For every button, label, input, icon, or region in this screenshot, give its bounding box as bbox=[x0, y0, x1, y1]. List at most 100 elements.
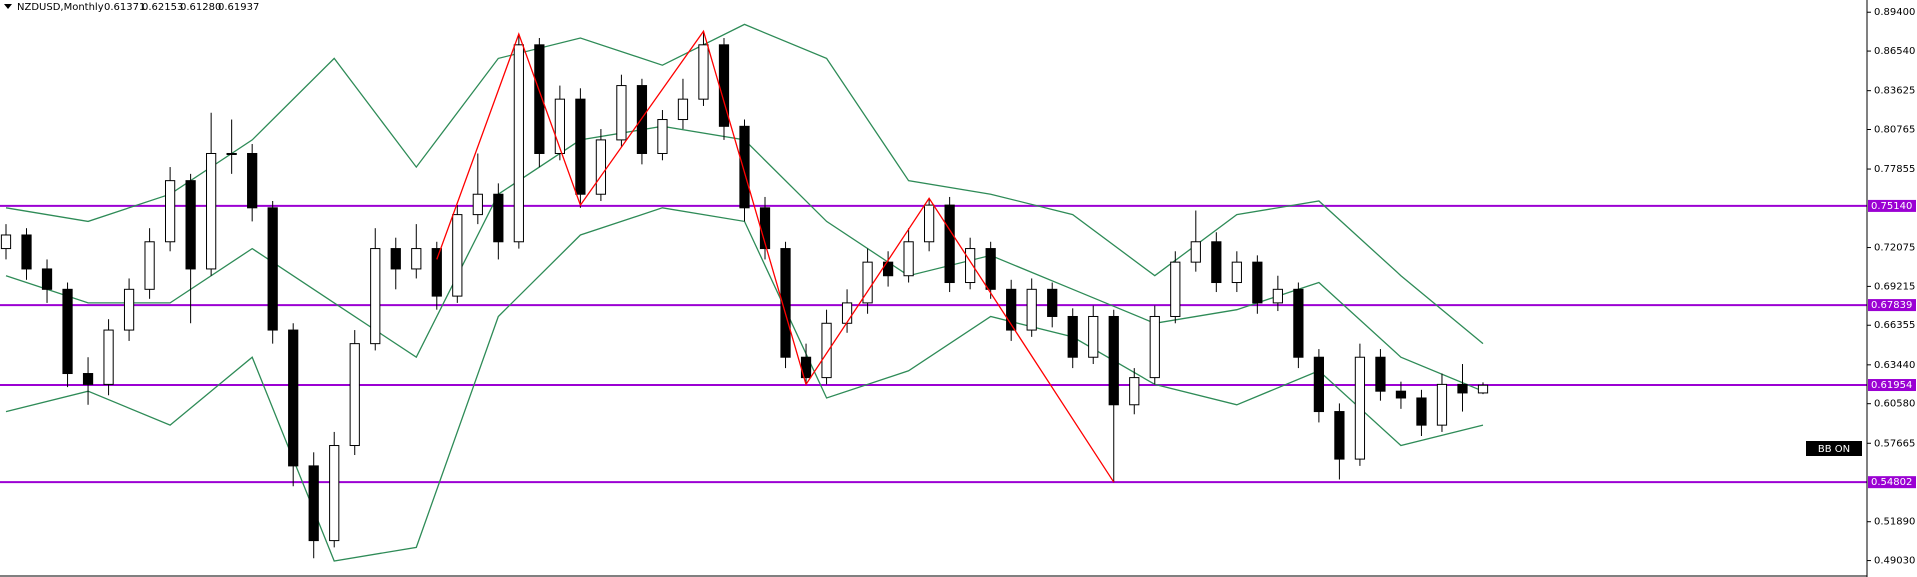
candle-body bbox=[616, 85, 627, 141]
candle-body bbox=[534, 44, 545, 154]
candle-body bbox=[349, 343, 360, 447]
high-label: 0.62153 bbox=[142, 2, 183, 13]
level-label: 0.54802 bbox=[1871, 477, 1912, 488]
candle-body bbox=[1457, 383, 1468, 394]
candle-body bbox=[411, 248, 422, 270]
candle-body bbox=[493, 193, 504, 243]
candle-body bbox=[123, 288, 135, 331]
y-tick-label: 0.49030 bbox=[1874, 556, 1915, 567]
candle-body bbox=[247, 152, 258, 209]
close-label: 0.61937 bbox=[218, 2, 259, 13]
candle-body bbox=[62, 288, 73, 375]
candle-body bbox=[1190, 241, 1201, 263]
candle-body bbox=[513, 44, 524, 243]
candle-body bbox=[1006, 288, 1017, 331]
y-tick-label: 0.72075 bbox=[1874, 243, 1915, 254]
candle-body bbox=[103, 329, 114, 385]
candle-body bbox=[226, 152, 237, 155]
candle-body bbox=[595, 139, 607, 195]
candle-body bbox=[924, 204, 935, 243]
y-tick-label: 0.69215 bbox=[1874, 281, 1915, 292]
candle-body bbox=[164, 180, 176, 243]
candle-body bbox=[1334, 411, 1345, 460]
y-tick-label: 0.66355 bbox=[1874, 320, 1915, 331]
candle-body bbox=[1436, 383, 1448, 426]
candle-body bbox=[575, 98, 586, 195]
candle-body bbox=[370, 248, 381, 345]
candle-body bbox=[636, 85, 648, 154]
bb-badge bbox=[1806, 441, 1862, 456]
candle-body bbox=[41, 268, 53, 290]
candle-body bbox=[452, 214, 463, 297]
candle-body bbox=[1067, 315, 1078, 358]
plot-area bbox=[0, 23, 1867, 562]
candle-body bbox=[1088, 315, 1099, 358]
candle-body bbox=[841, 302, 853, 324]
level-badge bbox=[1868, 299, 1916, 312]
candle-body bbox=[1149, 315, 1160, 379]
y-tick-label: 0.83625 bbox=[1874, 86, 1915, 97]
candle-body bbox=[1026, 288, 1037, 331]
candle-body bbox=[657, 119, 668, 154]
candle-body bbox=[944, 204, 955, 284]
y-tick-label: 0.60580 bbox=[1874, 399, 1915, 410]
y-tick-label: 0.57665 bbox=[1874, 438, 1915, 449]
candle-body bbox=[472, 193, 483, 216]
candle-body bbox=[1293, 288, 1304, 358]
y-tick-label: 0.86540 bbox=[1874, 46, 1915, 57]
level-badge bbox=[1868, 476, 1916, 489]
candle-body bbox=[308, 465, 319, 542]
symbol-label: NZDUSD,Monthly bbox=[17, 2, 104, 13]
candle-body bbox=[82, 373, 94, 385]
candle-body bbox=[739, 125, 750, 209]
candle-body bbox=[390, 248, 401, 270]
candle-body bbox=[1231, 261, 1242, 284]
low-label: 0.61280 bbox=[180, 2, 221, 13]
candle-body bbox=[288, 329, 299, 467]
level-label: 0.61954 bbox=[1871, 380, 1912, 391]
candle-body bbox=[965, 248, 976, 284]
candle-body bbox=[862, 261, 873, 304]
candle-body bbox=[882, 261, 894, 277]
candle-body bbox=[1211, 241, 1222, 284]
candle-body bbox=[1108, 315, 1119, 406]
open-label: 0.61371 bbox=[104, 2, 145, 13]
candle-body bbox=[21, 234, 32, 270]
menu-arrow[interactable] bbox=[4, 4, 12, 9]
level-badge bbox=[1868, 199, 1916, 212]
candle-body bbox=[431, 248, 442, 297]
candle-body bbox=[903, 241, 914, 277]
level-label: 0.75140 bbox=[1871, 201, 1912, 212]
candle-body bbox=[1272, 288, 1283, 304]
candle-body bbox=[1170, 261, 1181, 317]
candle-body bbox=[267, 207, 278, 331]
candle-body bbox=[1313, 356, 1325, 413]
y-tick-label: 0.80765 bbox=[1874, 125, 1915, 136]
candle-body bbox=[985, 248, 996, 290]
candle-body bbox=[329, 445, 340, 542]
bb-label: BB ON bbox=[1818, 444, 1850, 455]
y-tick-label: 0.63440 bbox=[1874, 360, 1915, 371]
candle-body bbox=[0, 234, 12, 250]
y-tick-label: 0.89400 bbox=[1874, 7, 1915, 18]
y-tick-label: 0.51890 bbox=[1874, 517, 1915, 528]
candle-body bbox=[780, 248, 791, 358]
bollinger-upper bbox=[5, 23, 1484, 345]
level-badge bbox=[1868, 379, 1916, 392]
candle-body bbox=[698, 44, 709, 100]
candle-body bbox=[1047, 288, 1058, 317]
candle-body bbox=[1354, 356, 1366, 460]
candle-body bbox=[554, 98, 565, 154]
candle-body bbox=[1129, 377, 1140, 406]
candle-body bbox=[206, 152, 217, 270]
candle-body bbox=[677, 98, 689, 121]
zigzag-line bbox=[436, 29, 1115, 483]
candle-body bbox=[1375, 356, 1386, 392]
candle-body bbox=[144, 241, 155, 290]
candle-body bbox=[1395, 390, 1407, 399]
candle-body bbox=[1477, 384, 1489, 394]
level-label: 0.67839 bbox=[1871, 300, 1912, 311]
y-tick-label: 0.77855 bbox=[1874, 164, 1915, 175]
candle-body bbox=[821, 322, 832, 379]
